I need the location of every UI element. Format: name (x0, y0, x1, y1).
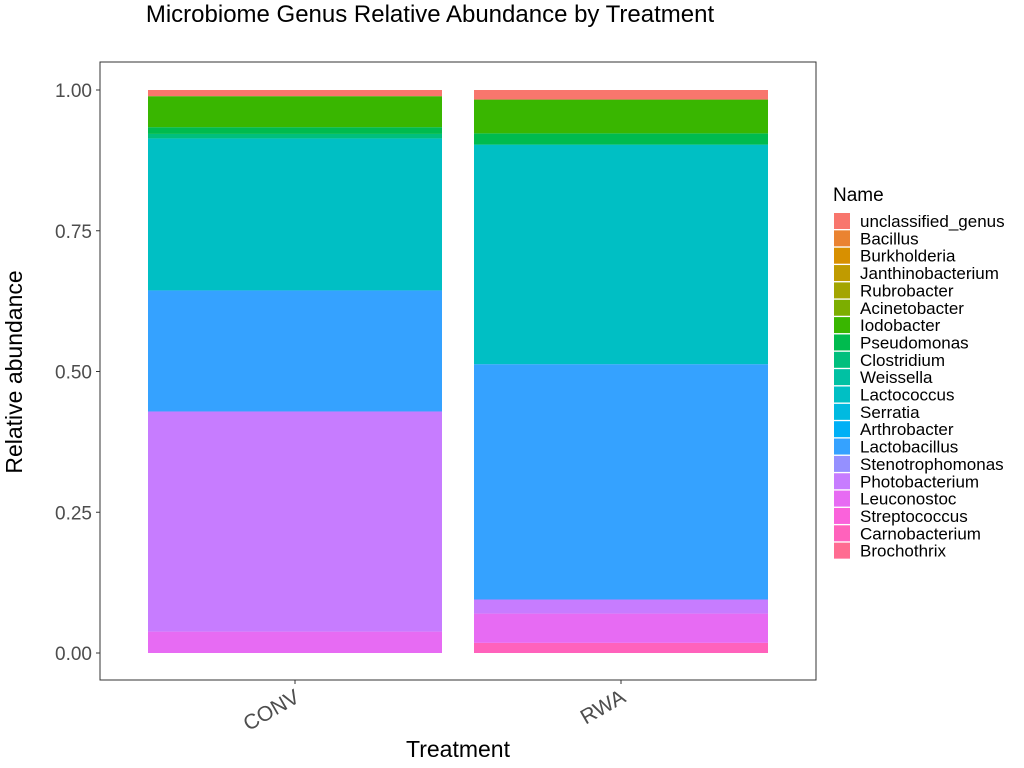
bar-segment-rwa-unclassified-genus (474, 90, 768, 100)
legend-label-pseudomonas: Pseudomonas (860, 333, 969, 352)
bar-segment-rwa-lactococcus (474, 144, 768, 365)
legend-key-bacillus (834, 230, 850, 247)
legend-label-stenotrophomonas: Stenotrophomonas (860, 455, 1004, 474)
legend-label-iodobacter: Iodobacter (860, 316, 941, 335)
legend-key-serratia (834, 403, 850, 420)
bar-segment-conv-clostridium (148, 133, 442, 139)
legend-key-rubrobacter (834, 282, 850, 299)
legend-key-lactobacillus (834, 438, 850, 455)
legend-label-arthrobacter: Arthrobacter (860, 420, 954, 439)
bar-segment-conv-photobacterium (148, 411, 442, 632)
bar-segment-conv-leuconostoc (148, 631, 442, 653)
legend: unclassified_genusBacillusBurkholderiaJa… (834, 212, 1005, 561)
bar-segment-rwa-carnobacterium (474, 642, 768, 653)
legend-key-janthinobacterium (834, 265, 850, 282)
bar-segment-rwa-lactobacillus (474, 364, 768, 600)
bars-group (148, 90, 768, 653)
y-axis-title: Relative abundance (1, 270, 27, 473)
bar-segment-conv-lactobacillus (148, 290, 442, 412)
y-axis: 0.00 0.25 0.50 0.75 1.00 (55, 81, 100, 665)
legend-label-acinetobacter: Acinetobacter (860, 299, 964, 318)
legend-key-streptococcus (834, 507, 850, 524)
x-tick-label-conv: CONV (239, 685, 303, 735)
y-tick-label: 0.00 (55, 644, 92, 665)
legend-label-carnobacterium: Carnobacterium (860, 524, 981, 543)
y-tick-label: 0.50 (55, 363, 92, 384)
legend-key-stenotrophomonas (834, 455, 850, 472)
x-axis-title: Treatment (406, 736, 511, 762)
legend-key-pseudomonas (834, 334, 850, 351)
bar-segment-rwa-leuconostoc (474, 613, 768, 643)
legend-label-weissella: Weissella (860, 368, 933, 387)
y-tick-label: 0.25 (55, 503, 92, 524)
legend-key-leuconostoc (834, 490, 850, 507)
bar-segment-conv-lactococcus (148, 138, 442, 291)
legend-key-burkholderia (834, 247, 850, 264)
y-tick-label: 0.75 (55, 222, 92, 243)
bar-segment-rwa-pseudomonas (474, 133, 768, 145)
legend-label-burkholderia: Burkholderia (860, 247, 956, 266)
legend-key-iodobacter (834, 317, 850, 334)
legend-label-rubrobacter: Rubrobacter (860, 281, 954, 300)
chart-title: Microbiome Genus Relative Abundance by T… (146, 1, 715, 28)
legend-label-streptococcus: Streptococcus (860, 507, 968, 526)
bar-segment-rwa-photobacterium (474, 599, 768, 614)
legend-label-lactococcus: Lactococcus (860, 386, 955, 405)
legend-key-photobacterium (834, 473, 850, 490)
legend-label-serratia: Serratia (860, 403, 920, 422)
legend-key-brochothrix (834, 542, 850, 559)
legend-key-clostridium (834, 351, 850, 368)
bar-segment-rwa-iodobacter (474, 99, 768, 134)
legend-label-brochothrix: Brochothrix (860, 542, 946, 561)
x-axis: CONV RWA (239, 680, 630, 736)
legend-key-acinetobacter (834, 299, 850, 316)
legend-key-lactococcus (834, 386, 850, 403)
legend-title: Name (833, 185, 884, 206)
legend-label-lactobacillus: Lactobacillus (860, 438, 958, 457)
legend-label-leuconostoc: Leuconostoc (860, 490, 957, 509)
x-tick-label-rwa: RWA (577, 685, 630, 729)
legend-label-janthinobacterium: Janthinobacterium (860, 264, 999, 283)
bar-segment-conv-pseudomonas (148, 127, 442, 134)
legend-key-arthrobacter (834, 421, 850, 438)
legend-label-clostridium: Clostridium (860, 351, 945, 370)
legend-label-photobacterium: Photobacterium (860, 472, 979, 491)
bar-segment-conv-unclassified-genus (148, 90, 442, 97)
legend-key-weissella (834, 369, 850, 386)
legend-key-carnobacterium (834, 525, 850, 542)
y-tick-label: 1.00 (55, 81, 92, 102)
legend-label-unclassified-genus: unclassified_genus (860, 212, 1005, 231)
bar-segment-conv-iodobacter (148, 96, 442, 128)
legend-key-unclassified-genus (834, 213, 850, 229)
legend-label-bacillus: Bacillus (860, 229, 919, 248)
